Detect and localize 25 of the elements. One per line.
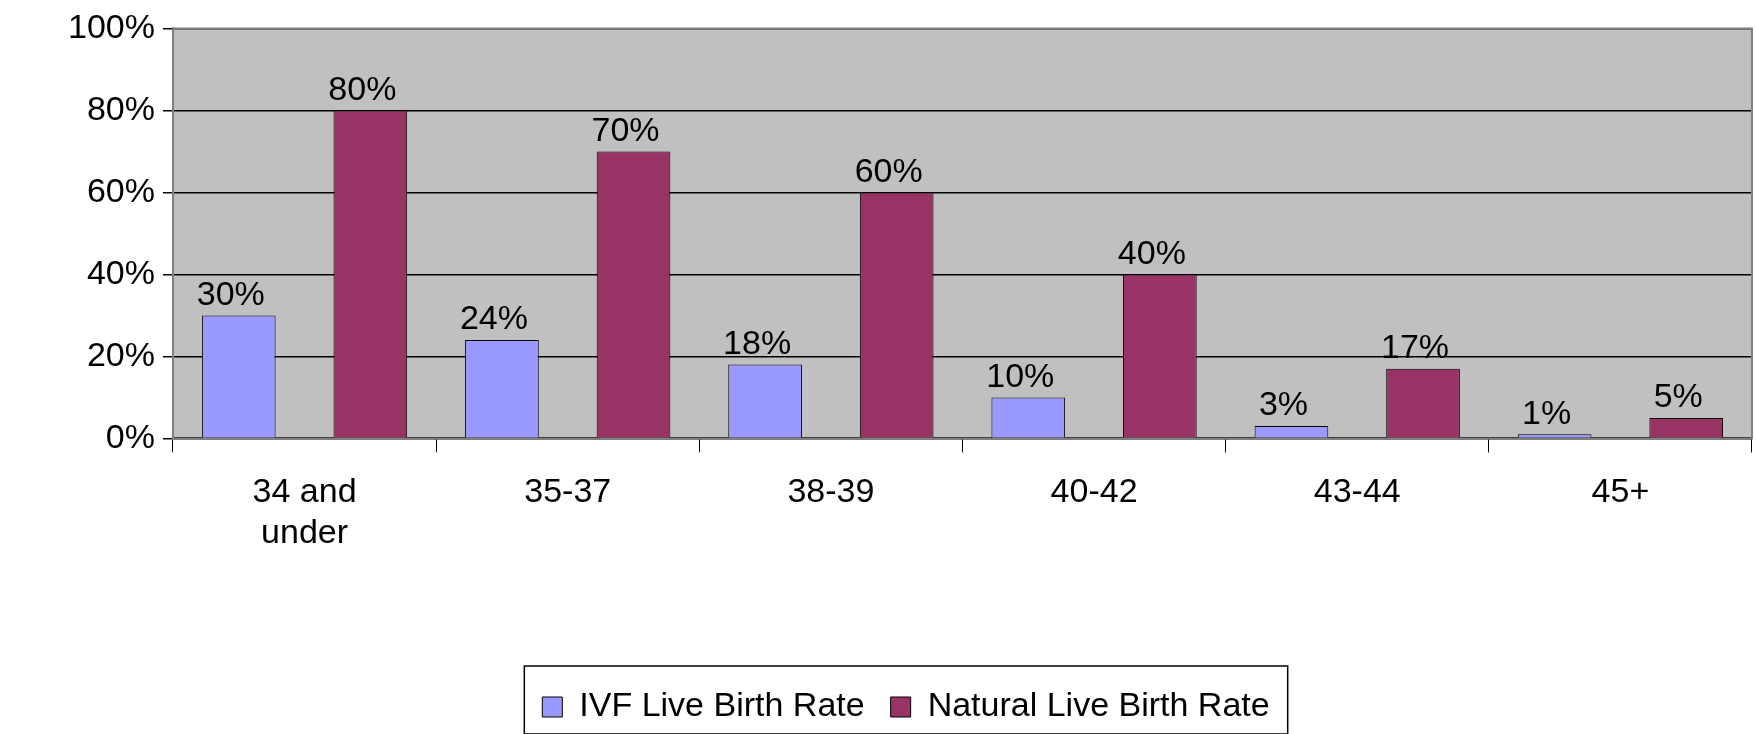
x-tick-label: 40-42 <box>1050 471 1138 510</box>
data-label: 3% <box>1258 384 1309 423</box>
data-label: 30% <box>196 273 265 312</box>
y-tick-label: 80% <box>86 88 155 127</box>
y-tick-label: 100% <box>67 6 155 45</box>
data-label: 80% <box>328 68 397 107</box>
data-label: 5% <box>1653 376 1703 415</box>
data-label: 10% <box>986 355 1055 394</box>
data-label: 1% <box>1522 392 1572 431</box>
data-label: 24% <box>459 298 528 337</box>
data-label: 70% <box>591 109 660 148</box>
x-tick-label: 34 and under <box>252 471 357 550</box>
data-label: 40% <box>1117 232 1186 271</box>
y-tick-label: 60% <box>86 170 155 209</box>
x-tick-label: 38-39 <box>787 471 875 510</box>
data-label: 60% <box>854 150 923 189</box>
y-tick-label: 40% <box>86 252 155 291</box>
legend-label: Natural Live Birth Rate <box>927 685 1270 724</box>
data-label: 18% <box>723 322 792 361</box>
x-tick-label: 35-37 <box>524 471 612 510</box>
legend-label: IVF Live Birth Rate <box>579 685 865 724</box>
x-tick-label: 43-44 <box>1313 471 1401 510</box>
y-tick-label: 20% <box>86 334 155 373</box>
y-tick-label: 0% <box>105 416 155 455</box>
x-tick-label: 45+ <box>1591 471 1650 510</box>
